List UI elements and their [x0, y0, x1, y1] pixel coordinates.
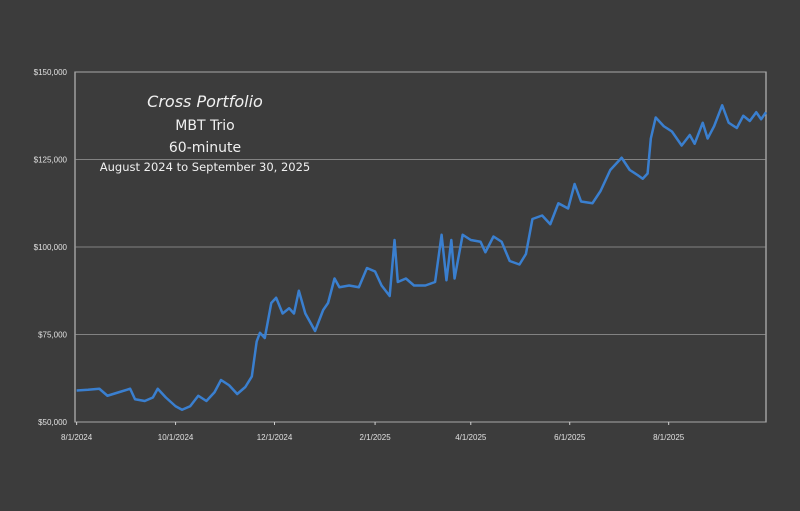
y-tick-label: $100,000 — [34, 243, 68, 252]
x-tick-label: 8/1/2024 — [61, 433, 93, 442]
y-tick-label: $50,000 — [38, 418, 67, 427]
subtitle: August 2024 to September 30, 2025 — [100, 160, 310, 174]
y-tick-label: $75,000 — [38, 331, 67, 340]
x-tick-label: 2/1/2025 — [360, 433, 392, 442]
subtitle: MBT Trio — [175, 118, 234, 134]
y-tick-label: $125,000 — [34, 156, 68, 165]
x-tick-label: 8/1/2025 — [653, 433, 685, 442]
x-tick-label: 6/1/2025 — [554, 433, 586, 442]
x-tick-label: 10/1/2024 — [158, 433, 194, 442]
x-tick-label: 4/1/2025 — [455, 433, 487, 442]
equity-line — [76, 104, 768, 411]
subtitle: 60-minute — [169, 140, 241, 156]
y-tick-label: $150,000 — [34, 68, 68, 77]
x-tick-label: 12/1/2024 — [257, 433, 293, 442]
chart-title: Cross Portfolio — [147, 92, 263, 111]
